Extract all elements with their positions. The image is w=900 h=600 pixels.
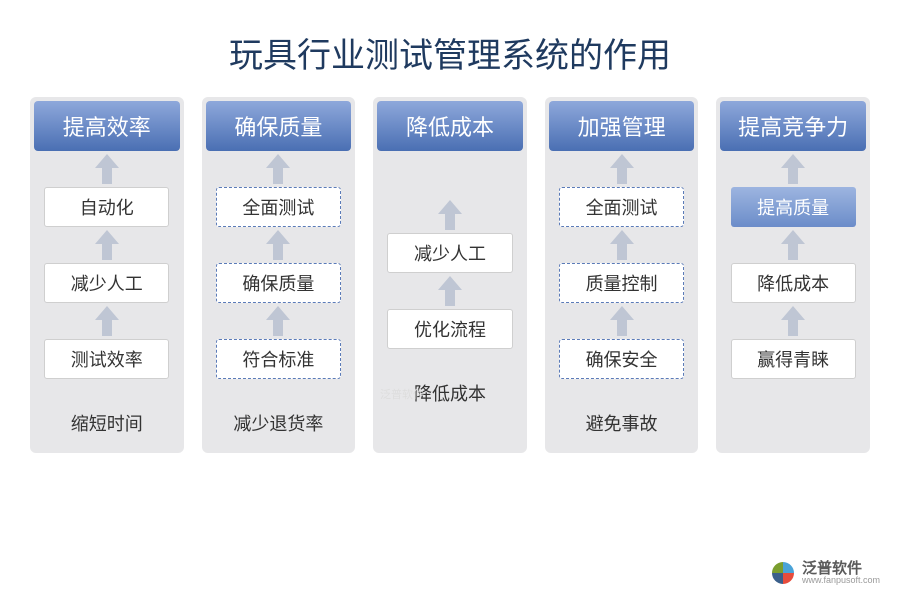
logo-quad-c [772, 573, 783, 584]
arrow-up-icon [779, 151, 807, 187]
column-header: 降低成本 [377, 101, 523, 151]
item-box: 确保质量 [216, 263, 341, 303]
item-box: 提高质量 [731, 187, 856, 227]
arrow-up-icon [264, 151, 292, 187]
column-header: 加强管理 [549, 101, 695, 151]
arrow-up-icon [779, 227, 807, 263]
column-header: 提高效率 [34, 101, 180, 151]
arrow-up-icon [436, 273, 464, 309]
column-header: 确保质量 [206, 101, 352, 151]
column-2: 降低成本 减少人工 优化流程降低成本 [373, 97, 527, 453]
column-header: 提高竞争力 [720, 101, 866, 151]
logo-quad-d [772, 562, 783, 573]
item-box: 自动化 [44, 187, 169, 227]
item-box: 赢得青睐 [731, 339, 856, 379]
arrow-up-icon [608, 303, 636, 339]
logo-quad-a [783, 562, 794, 573]
item-box: 降低成本 [731, 263, 856, 303]
column-footer: 避免事故 [559, 403, 684, 443]
item-box: 减少人工 [44, 263, 169, 303]
arrow-up-icon [264, 227, 292, 263]
column-footer: 缩短时间 [44, 403, 169, 443]
logo-url: www.fanpusoft.com [802, 576, 880, 585]
column-3: 加强管理 全面测试 质量控制 确保安全避免事故 [545, 97, 699, 453]
item-box: 质量控制 [559, 263, 684, 303]
arrow-up-icon [93, 227, 121, 263]
item-box: 减少人工 [387, 233, 512, 273]
arrow-up-icon [93, 303, 121, 339]
column-1: 确保质量 全面测试 确保质量 符合标准减少退货率 [202, 97, 356, 453]
arrow-up-icon [436, 197, 464, 233]
arrow-up-icon [608, 151, 636, 187]
item-box: 优化流程 [387, 309, 512, 349]
item-box: 符合标准 [216, 339, 341, 379]
arrow-up-icon [264, 303, 292, 339]
column-4: 提高竞争力 提高质量 降低成本 赢得青睐 [716, 97, 870, 453]
item-box: 测试效率 [44, 339, 169, 379]
logo-icon [770, 560, 796, 586]
logo-quad-b [783, 573, 794, 584]
item-box: 全面测试 [216, 187, 341, 227]
arrow-up-icon [779, 303, 807, 339]
item-box: 全面测试 [559, 187, 684, 227]
logo-name: 泛普软件 [802, 561, 880, 576]
page-title: 玩具行业测试管理系统的作用 [229, 37, 671, 75]
column-footer: 降低成本 [387, 373, 512, 413]
arrow-up-icon [93, 151, 121, 187]
column-0: 提高效率 自动化 减少人工 测试效率缩短时间 [30, 97, 184, 453]
item-box: 确保安全 [559, 339, 684, 379]
brand-logo: 泛普软件 www.fanpusoft.com [770, 560, 880, 586]
column-footer: 减少退货率 [216, 403, 341, 443]
columns-container: 提高效率 自动化 减少人工 测试效率缩短时间确保质量 全面测试 确保质量 符合标… [0, 97, 900, 453]
arrow-up-icon [608, 227, 636, 263]
